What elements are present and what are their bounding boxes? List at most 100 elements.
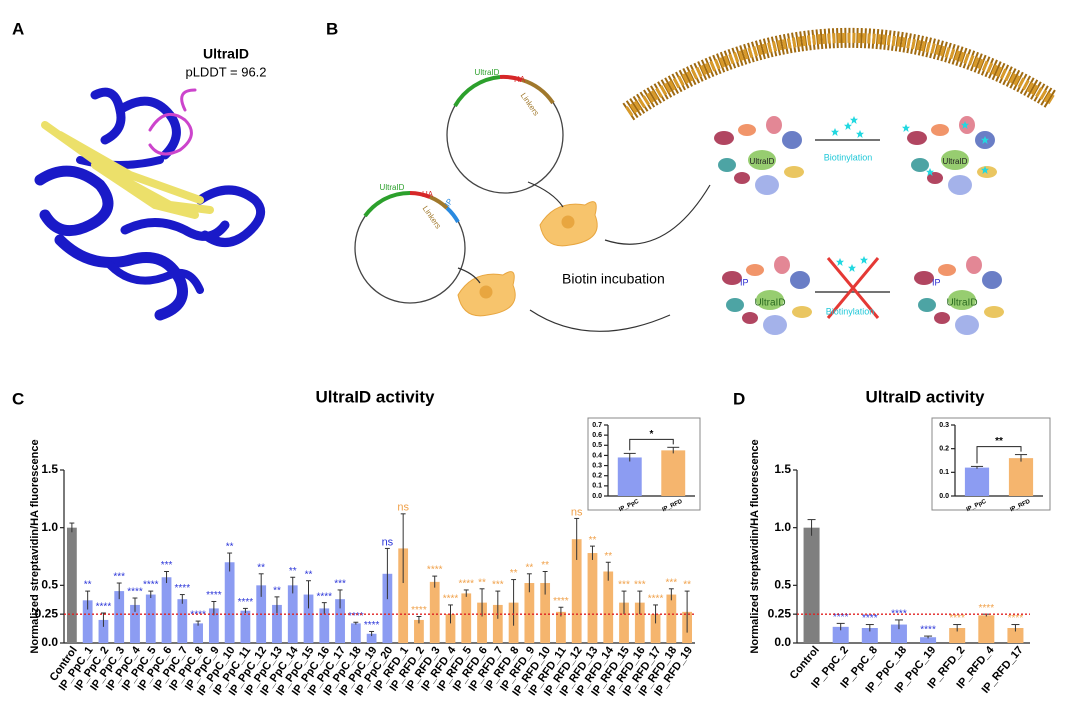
bar: [964, 467, 990, 496]
y-tick-label: 0.5: [592, 442, 602, 449]
protein: [914, 271, 934, 285]
bar: [161, 577, 172, 643]
bar: [208, 608, 219, 643]
significance: **: [604, 551, 612, 562]
protein: [934, 312, 950, 324]
protein-clusters: [714, 116, 1004, 335]
significance: **: [683, 580, 691, 591]
significance: ***: [334, 579, 346, 590]
biotin-star: [860, 256, 868, 264]
comparison-bracket: [976, 446, 1022, 464]
protein: [984, 306, 1004, 318]
biotin-star: [981, 136, 989, 144]
bar: [1008, 458, 1034, 496]
significance: ****: [238, 597, 254, 608]
significance: **: [273, 586, 281, 597]
y-tick-label: 0.0: [592, 493, 602, 500]
y-tick-label: 1.0: [41, 520, 58, 534]
bar: [650, 614, 661, 643]
protein: [782, 131, 802, 149]
significance: ****: [96, 602, 112, 613]
y-tick-label: 0.5: [774, 578, 791, 592]
protein: [722, 271, 742, 285]
significance: ****: [1008, 613, 1024, 624]
protein: [755, 175, 779, 195]
y-tick-label: 0.2: [592, 473, 602, 480]
significance: ****: [348, 611, 364, 622]
y-tick-label: 0.1: [939, 469, 949, 476]
significance: ****: [190, 610, 206, 621]
plasmid-ip: IP: [443, 197, 455, 208]
significance: **: [510, 568, 518, 579]
significance: ***: [665, 577, 677, 588]
bar: [617, 457, 642, 496]
plasmid-linker: Linkers: [519, 91, 541, 117]
biotin-star: [836, 258, 844, 266]
bar: [978, 615, 995, 643]
bar: [382, 573, 393, 643]
protein: [746, 264, 764, 276]
bait-label: UltraID: [946, 298, 977, 309]
biotin-star: [850, 116, 858, 124]
protein: [948, 290, 976, 310]
plasmid-tag: HA: [514, 75, 526, 84]
y-tick-label: 0.4: [592, 452, 602, 459]
panel-letter: D: [733, 389, 745, 408]
biotin-star: [961, 121, 969, 129]
bar: [303, 594, 314, 643]
significance: **: [589, 535, 597, 546]
protein: [784, 166, 804, 178]
biotin-star: [981, 166, 989, 174]
protein: [918, 298, 936, 312]
plasmid-tag: HA: [422, 190, 434, 199]
y-tick-label: 0.0: [41, 635, 58, 649]
bar: [477, 602, 487, 643]
significance: ****: [443, 594, 459, 605]
significance: ***: [618, 580, 630, 591]
biotin-star: [831, 128, 839, 136]
significance: ***: [492, 580, 504, 591]
bar: [890, 624, 907, 643]
bait-label: UltraID: [943, 157, 968, 166]
protein: [734, 172, 750, 184]
significance: ns: [571, 506, 583, 518]
bar: [1007, 628, 1024, 643]
protein: [714, 131, 734, 145]
protein: [756, 290, 784, 310]
y-tick-label: 0.0: [774, 635, 791, 649]
significance: ****: [411, 605, 427, 616]
y-tick-label: 0.1: [592, 483, 602, 490]
protein: [948, 175, 972, 195]
significance: ****: [127, 587, 143, 598]
membrane: [625, 33, 1055, 117]
bar: [145, 594, 156, 643]
bar: [619, 602, 629, 643]
protein: [941, 150, 969, 170]
significance: ****: [833, 612, 849, 623]
bar: [114, 591, 125, 643]
bar: [540, 583, 551, 643]
bar: [492, 604, 503, 643]
protein-structure: [34, 87, 266, 321]
comparison-label: *: [650, 429, 654, 440]
cells: [457, 201, 598, 317]
bar: [832, 626, 849, 643]
plasmid-gene: UltraID: [475, 68, 500, 77]
plasmid-gene: UltraID: [380, 183, 405, 192]
comparison-bracket: [629, 438, 674, 451]
significance: ns: [382, 536, 394, 548]
protein: [911, 158, 929, 172]
protein: [718, 158, 736, 172]
protein: [742, 312, 758, 324]
significance: ***: [113, 572, 125, 583]
y-tick-label: 1.5: [41, 462, 58, 476]
y-tick-label: 0.25: [35, 606, 59, 620]
significance: ****: [427, 565, 443, 576]
bar: [398, 548, 409, 643]
bar: [335, 599, 345, 643]
panel-letter: C: [12, 389, 24, 408]
biotin-star: [902, 124, 910, 132]
biotin-star: [844, 122, 852, 130]
bait-label: UltraID: [750, 157, 775, 166]
